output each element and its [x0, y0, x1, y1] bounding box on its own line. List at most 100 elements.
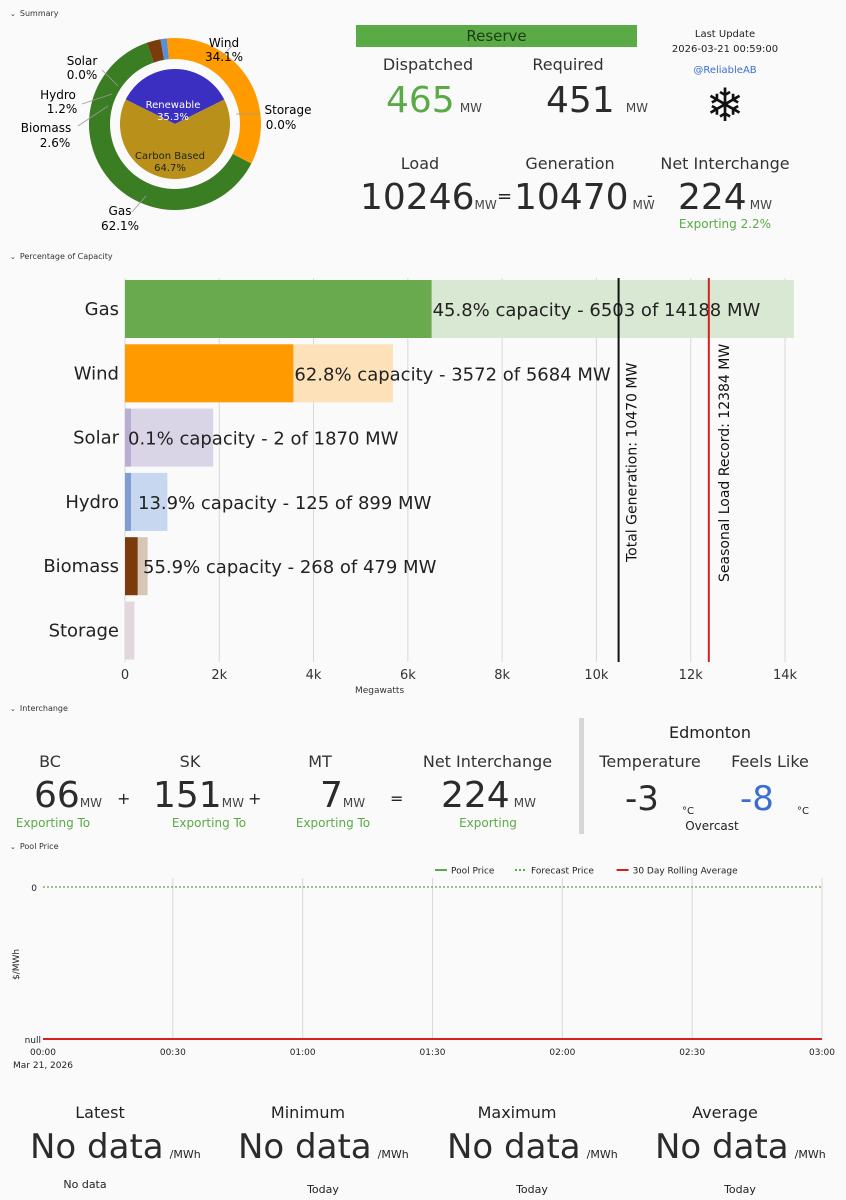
donut-pct-wind: 34.1% — [205, 50, 243, 64]
net-interchange-value: 224 — [678, 177, 747, 218]
price-stat-sub: No data — [63, 1178, 107, 1191]
capacity-bar-hydro — [125, 472, 168, 531]
legend-label[interactable]: Forecast Price — [531, 867, 594, 877]
price-stat-value-group: No data/MWh — [30, 1127, 201, 1167]
capacity-chart: 0 2k 4k 6k 8k 10k 12k 14k Megawatts Gas 45.8% capa… — [43, 278, 798, 696]
donut-label-solar: Solar — [67, 54, 98, 68]
x-tick-label: 8k — [494, 668, 510, 683]
output-bar-solar — [125, 408, 131, 467]
bc-value-group: 66MW — [34, 775, 102, 816]
donut-hydro-segment — [160, 38, 169, 60]
donut-label-biomass: Biomass — [21, 121, 71, 135]
feels-like-group: -8 °C — [740, 779, 809, 819]
donut-wind-segment — [166, 38, 261, 164]
price-stat-value: No data — [447, 1127, 581, 1167]
minus-sign: - — [647, 186, 653, 205]
y-tick-label: null — [25, 1036, 41, 1046]
category-label: Gas — [85, 299, 119, 320]
legend-label[interactable]: 30 Day Rolling Average — [633, 867, 739, 877]
net-interchange-unit: MW — [749, 198, 772, 212]
price-stat-minimum: Minimum No data/MWh Today — [228, 1103, 418, 1198]
load-unit: MW — [474, 198, 497, 212]
interchange-net-value: 224 — [441, 775, 510, 816]
y-tick-label: 0 — [31, 884, 37, 894]
x-tick-label: 01:00 — [290, 1048, 316, 1058]
mt-sub: Exporting To — [295, 816, 371, 830]
interchange-net-unit: MW — [513, 796, 536, 810]
donut-inner-carbon-pct: 64.7% — [154, 163, 186, 174]
plus-sign-2: + — [248, 789, 262, 808]
donut-pct-biomass: 2.6% — [40, 136, 71, 150]
reliable-link[interactable]: @ReliableAB — [693, 65, 757, 76]
load-value: 10246 — [360, 177, 475, 218]
equals-sign-2: = — [390, 789, 404, 808]
donut-label-storage: Storage — [265, 103, 312, 117]
donut-label-hydro: Hydro — [40, 88, 76, 102]
pool-price-header[interactable]: ⌄ Pool Price — [10, 842, 58, 851]
capacity-data-label: 0.1% capacity - 2 of 1870 MW — [128, 429, 399, 450]
donut-renewable-segment — [125, 69, 225, 124]
interchange-header-label: Interchange — [19, 704, 68, 713]
mt-value-group: 7MW — [320, 775, 365, 816]
price-stat-value-group: No data/MWh — [238, 1127, 409, 1167]
output-bar-hydro — [125, 472, 131, 531]
seasonal-record-label: Seasonal Load Record: 12384 MW — [717, 344, 733, 582]
dispatched-unit: MW — [459, 101, 483, 115]
capacity-bar-storage — [125, 601, 135, 660]
output-bar-gas — [125, 280, 432, 338]
net-interchange-label: Net Interchange — [660, 154, 790, 173]
price-stat-unit: /MWh — [377, 1148, 409, 1161]
legend-label[interactable]: Pool Price — [451, 867, 495, 877]
category-label: Solar — [73, 428, 119, 449]
capacity-header[interactable]: ⌄ Percentage of Capacity — [10, 252, 113, 261]
x-tick-label: 02:00 — [549, 1048, 575, 1058]
donut-carbon-segment — [119, 99, 230, 179]
generation-donut-chart: Wind 34.1% Solar 0.0% Hydro 1.2% Biomass… — [21, 36, 312, 233]
mt-label: MT — [308, 752, 332, 771]
x-tick-label: 6k — [400, 668, 416, 683]
x-axis-label: Megawatts — [355, 686, 404, 696]
capacity-data-label: 55.9% capacity - 268 of 479 MW — [143, 557, 437, 578]
donut-pct-solar: 0.0% — [67, 68, 98, 82]
x-tick-label: 10k — [584, 668, 609, 683]
temperature-value: -3 — [625, 779, 659, 819]
price-stat-value: No data — [238, 1127, 372, 1167]
interchange-net-sub: Exporting — [459, 816, 517, 830]
price-stat-maximum: Maximum No data/MWh Today — [437, 1103, 627, 1198]
last-update-label: Last Update — [694, 29, 756, 40]
chevron-down-icon: ⌄ — [10, 704, 16, 713]
temperature-group: -3 °C — [625, 779, 694, 819]
mt-unit: MW — [342, 796, 366, 810]
x-tick-label: 02:30 — [679, 1048, 705, 1058]
pool-price-chart: Pool Price Forecast Price 30 Day Rolling A… — [12, 867, 835, 1072]
generation-value: 10470 — [514, 177, 629, 218]
output-bar-biomass — [125, 537, 138, 596]
donut-inner-renewable-label: Renewable — [146, 100, 201, 111]
price-stat-sub: Today — [307, 1183, 339, 1196]
required-value: 451 — [546, 80, 615, 121]
bc-value: 66 — [34, 775, 80, 816]
chevron-down-icon: ⌄ — [10, 842, 16, 851]
price-stat-unit: /MWh — [586, 1148, 618, 1161]
load-label: Load — [400, 154, 440, 173]
sk-value: 151 — [153, 775, 222, 816]
category-label: Hydro — [65, 492, 119, 513]
category-label: Wind — [74, 363, 119, 384]
dispatched-label: Dispatched — [382, 55, 474, 74]
x-tick-label: 00:30 — [160, 1048, 186, 1058]
summary-header[interactable]: ⌄ Summary — [10, 9, 59, 18]
interchange-header[interactable]: ⌄ Interchange — [10, 704, 68, 713]
x-tick-label: 00:00 — [30, 1048, 56, 1058]
donut-pct-gas: 62.1% — [101, 219, 139, 233]
x-tick-label: 03:00 — [809, 1048, 835, 1058]
donut-inner-renewable-pct: 35.3% — [157, 112, 189, 123]
x-tick-label: 14k — [773, 668, 798, 683]
load-value-group: 10246MW — [360, 177, 497, 218]
generation-value-group: 10470 MW — [514, 177, 655, 218]
price-stat-value: No data — [655, 1127, 789, 1167]
interchange-net-value-group: 224 MW — [441, 775, 536, 816]
price-stat-label: Average — [692, 1103, 758, 1122]
price-stat-label: Maximum — [477, 1103, 557, 1122]
bc-label: BC — [39, 752, 61, 771]
donut-pct-hydro: 1.2% — [47, 102, 78, 116]
